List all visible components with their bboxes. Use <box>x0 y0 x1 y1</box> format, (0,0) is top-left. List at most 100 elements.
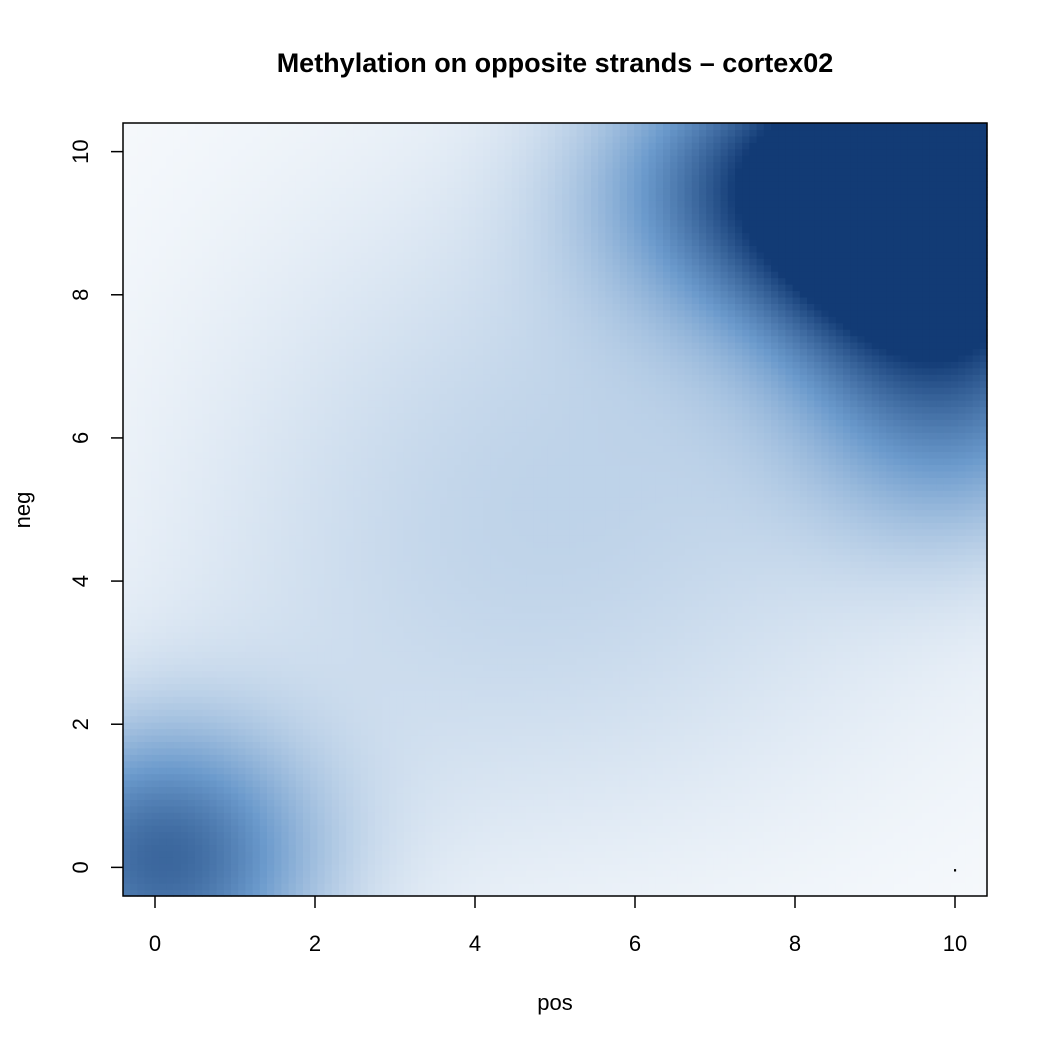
heatmap-cell <box>397 510 405 517</box>
heatmap-cell <box>411 638 419 645</box>
heatmap-cell <box>253 587 261 594</box>
heatmap-cell <box>130 336 138 343</box>
heatmap-cell <box>332 200 340 207</box>
heatmap-cell <box>382 245 390 252</box>
heatmap-cell <box>289 522 297 529</box>
heatmap-cell <box>332 394 340 401</box>
heatmap-cell <box>224 567 232 574</box>
heatmap-cell <box>173 181 181 188</box>
heatmap-cell <box>411 703 419 710</box>
heatmap-cell <box>217 832 225 839</box>
heatmap-cell <box>375 632 383 639</box>
heatmap-cell <box>253 381 261 388</box>
heatmap-cell <box>382 574 390 581</box>
heatmap-cell <box>274 310 282 317</box>
heatmap-cell <box>188 316 196 323</box>
heatmap-cell <box>231 529 239 536</box>
heatmap-cell <box>209 503 217 510</box>
heatmap-cell <box>123 567 131 574</box>
heatmap-cell <box>181 780 189 787</box>
heatmap-cell <box>389 819 397 826</box>
heatmap-cell <box>173 323 181 330</box>
heatmap-cell <box>411 722 419 729</box>
heatmap-cell <box>397 342 405 349</box>
heatmap-cell <box>281 271 289 278</box>
heatmap-cell <box>231 606 239 613</box>
heatmap-cell <box>202 716 210 723</box>
heatmap-cell <box>195 284 203 291</box>
heatmap-cell <box>303 490 311 497</box>
heatmap-cell <box>397 123 405 130</box>
heatmap-cell <box>130 703 138 710</box>
heatmap-cell <box>137 149 145 156</box>
heatmap-cell <box>152 825 160 832</box>
heatmap-cell <box>152 297 160 304</box>
heatmap-cell <box>145 812 153 819</box>
heatmap-cell <box>296 625 304 632</box>
heatmap-cell <box>274 799 282 806</box>
heatmap-cell <box>274 857 282 864</box>
heatmap-cell <box>137 716 145 723</box>
heatmap-cell <box>209 432 217 439</box>
heatmap-cell <box>267 168 275 175</box>
heatmap-cell <box>303 477 311 484</box>
heatmap-cell <box>238 535 246 542</box>
heatmap-cell <box>289 464 297 471</box>
heatmap-cell <box>382 381 390 388</box>
heatmap-cell <box>224 838 232 845</box>
heatmap-cell <box>152 368 160 375</box>
heatmap-cell <box>145 522 153 529</box>
heatmap-cell <box>130 413 138 420</box>
heatmap-cell <box>137 168 145 175</box>
heatmap-cell <box>346 258 354 265</box>
heatmap-cell <box>361 348 369 355</box>
heatmap-cell <box>317 432 325 439</box>
heatmap-cell <box>375 774 383 781</box>
heatmap-cell <box>339 290 347 297</box>
heatmap-cell <box>296 664 304 671</box>
heatmap-cell <box>181 123 189 130</box>
heatmap-cell <box>166 452 174 459</box>
heatmap-cell <box>418 593 426 600</box>
heatmap-cell <box>202 471 210 478</box>
heatmap-cell <box>209 452 217 459</box>
heatmap-cell <box>209 613 217 620</box>
heatmap-cell <box>368 175 376 182</box>
heatmap-cell <box>296 671 304 678</box>
heatmap-cell <box>325 406 333 413</box>
heatmap-cell <box>224 683 232 690</box>
heatmap-cell <box>152 142 160 149</box>
heatmap-cell <box>253 677 261 684</box>
heatmap-cell <box>418 419 426 426</box>
heatmap-cell <box>397 336 405 343</box>
heatmap-cell <box>152 329 160 336</box>
heatmap-cell <box>389 445 397 452</box>
heatmap-cell <box>260 838 268 845</box>
heatmap-cell <box>382 883 390 890</box>
heatmap-cell <box>289 316 297 323</box>
heatmap-cell <box>137 394 145 401</box>
heatmap-cell <box>166 123 174 130</box>
heatmap-cell <box>281 658 289 665</box>
heatmap-cell <box>332 129 340 136</box>
heatmap-cell <box>281 619 289 626</box>
heatmap-cell <box>217 587 225 594</box>
heatmap-cell <box>145 754 153 761</box>
heatmap-cell <box>411 754 419 761</box>
heatmap-cell <box>274 632 282 639</box>
heatmap-cell <box>195 400 203 407</box>
heatmap-cell <box>173 200 181 207</box>
heatmap-cell <box>389 786 397 793</box>
heatmap-cell <box>188 400 196 407</box>
heatmap-cell <box>418 651 426 658</box>
heatmap-cell <box>325 400 333 407</box>
heatmap-cell <box>382 290 390 297</box>
heatmap-cell <box>260 516 268 523</box>
heatmap-cell <box>130 245 138 252</box>
heatmap-cell <box>267 638 275 645</box>
heatmap-cell <box>397 580 405 587</box>
heatmap-cell <box>310 329 318 336</box>
heatmap-cell <box>245 452 253 459</box>
heatmap-cell <box>317 793 325 800</box>
heatmap-cell <box>173 671 181 678</box>
